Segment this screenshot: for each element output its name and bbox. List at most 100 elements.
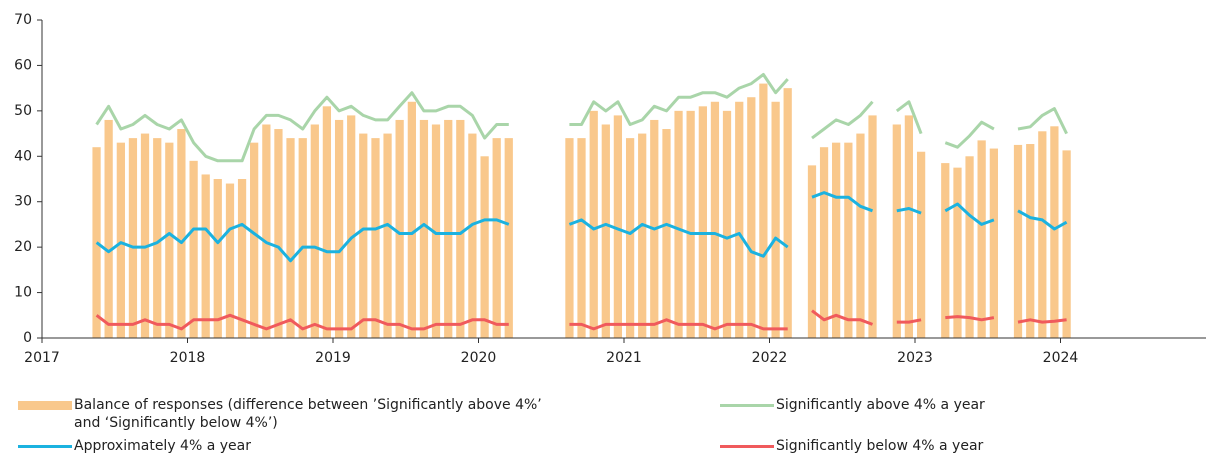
legend-swatch	[720, 403, 774, 407]
bar	[819, 147, 829, 338]
bar	[904, 115, 914, 339]
x-tick-label: 2017	[24, 350, 60, 366]
bar	[565, 138, 574, 338]
bar	[965, 156, 974, 338]
legend-label: Balance of responses (difference between…	[74, 397, 542, 431]
bar	[468, 133, 477, 338]
bar	[153, 138, 162, 338]
y-tick-label: 60	[14, 57, 32, 73]
bar	[759, 83, 768, 338]
line-series	[95, 73, 1068, 163]
legend-label: Approximately 4% a year	[74, 438, 251, 454]
bar	[916, 151, 926, 338]
bar	[286, 138, 295, 338]
line-series	[95, 191, 1068, 263]
bar	[189, 160, 198, 338]
bar	[868, 115, 877, 339]
bar	[747, 97, 756, 338]
x-tick-label: 2021	[606, 350, 642, 366]
bar	[213, 179, 222, 338]
bar	[625, 138, 635, 338]
bar	[250, 142, 259, 338]
bar	[613, 115, 623, 339]
bar	[322, 106, 332, 338]
bar	[601, 124, 610, 338]
bar	[710, 101, 720, 339]
y-tick-label: 20	[14, 239, 32, 255]
bar	[140, 133, 150, 338]
bar	[1013, 144, 1023, 338]
line-series	[95, 309, 1067, 331]
x-tick-label: 2020	[461, 350, 497, 366]
bar	[177, 129, 186, 338]
bar	[686, 110, 695, 338]
bar	[128, 138, 138, 338]
legend-swatch	[720, 444, 774, 448]
bar	[371, 138, 380, 338]
bar	[310, 124, 319, 338]
plot-area: 0 10 20 30 40 50 60 70 2017 2018 2019 2020 2021 2022 2…	[14, 12, 1206, 366]
y-tick-label: 10	[14, 285, 32, 301]
bar	[444, 119, 453, 338]
bar	[419, 119, 429, 338]
legend-swatch	[18, 400, 72, 410]
legend-label: Significantly below 4% a year	[776, 438, 984, 454]
bar	[771, 101, 780, 339]
bar	[116, 142, 125, 338]
bar	[941, 163, 950, 338]
bar	[953, 167, 962, 338]
bar	[698, 106, 707, 338]
bar	[492, 138, 501, 338]
bar	[347, 115, 356, 339]
bar	[262, 124, 271, 338]
x-tick-label: 2019	[315, 350, 351, 366]
bar	[844, 142, 853, 338]
bar	[1038, 131, 1047, 338]
legend-swatch	[18, 444, 72, 448]
x-tick-label: 2023	[897, 350, 933, 366]
legend-label: Significantly above 4% a year	[776, 397, 985, 413]
bar	[298, 138, 307, 338]
x-tick-label: 2022	[752, 350, 788, 366]
bar	[504, 138, 513, 338]
bar	[104, 119, 113, 338]
bar	[589, 110, 598, 338]
x-tick-label: 2018	[170, 350, 206, 366]
bar	[274, 129, 283, 338]
bar	[1062, 150, 1071, 338]
bar	[892, 124, 901, 338]
bar	[783, 88, 792, 339]
bar	[807, 165, 817, 338]
bar	[832, 142, 841, 338]
y-tick-label: 40	[14, 148, 32, 164]
bar	[165, 142, 174, 338]
bar	[456, 119, 465, 338]
bar	[225, 183, 235, 338]
y-tick-label: 70	[14, 12, 32, 28]
bar	[92, 147, 101, 338]
bar	[577, 138, 586, 338]
bar	[383, 133, 392, 338]
bar	[856, 133, 865, 338]
bar	[201, 174, 210, 338]
bar	[407, 101, 416, 339]
bar	[662, 129, 671, 338]
bar	[237, 179, 247, 338]
bar	[431, 124, 441, 338]
bar	[674, 110, 683, 338]
bar	[638, 133, 647, 338]
y-tick-label: 0	[23, 330, 32, 346]
bar	[735, 101, 744, 339]
bar	[1026, 144, 1035, 338]
y-tick-label: 50	[14, 103, 32, 119]
x-tick-label: 2024	[1043, 350, 1079, 366]
bar	[395, 119, 404, 338]
y-tick-label: 30	[14, 194, 32, 210]
bar	[334, 119, 344, 338]
bar	[359, 133, 368, 338]
bar	[480, 156, 489, 338]
bar	[722, 110, 732, 338]
bar	[989, 148, 998, 338]
bar	[977, 140, 986, 338]
